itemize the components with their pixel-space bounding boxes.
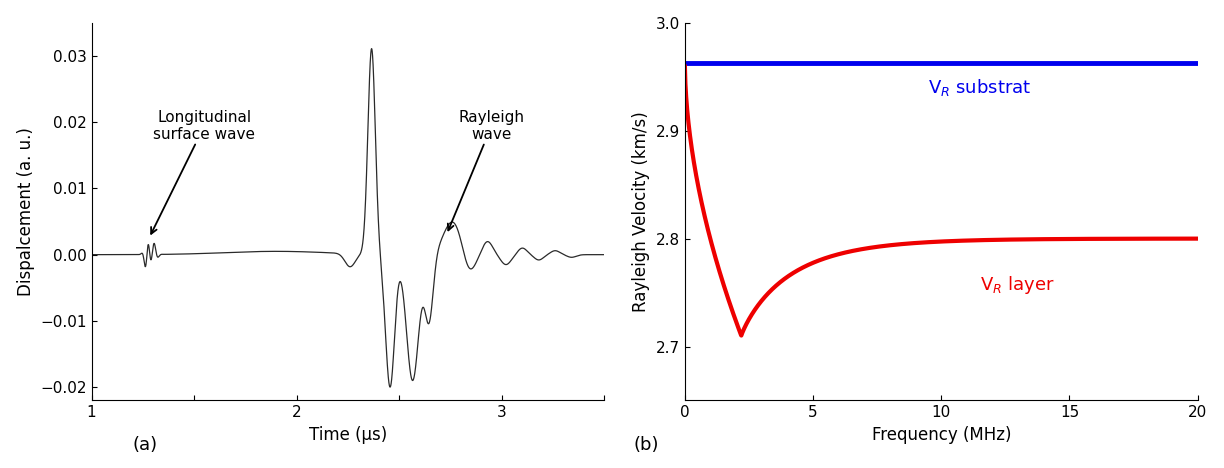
Y-axis label: Dispalcement (a. u.): Dispalcement (a. u.) (17, 127, 34, 296)
Text: V$_R$ substrat: V$_R$ substrat (929, 77, 1032, 98)
X-axis label: Time (μs): Time (μs) (308, 426, 387, 444)
Text: (a): (a) (132, 436, 158, 453)
Text: V$_R$ layer: V$_R$ layer (979, 274, 1054, 296)
Text: Longitudinal
surface wave: Longitudinal surface wave (151, 110, 256, 234)
Text: Rayleigh
wave: Rayleigh wave (448, 110, 525, 230)
Y-axis label: Rayleigh Velocity (km/s): Rayleigh Velocity (km/s) (633, 111, 650, 312)
X-axis label: Frequency (MHz): Frequency (MHz) (871, 426, 1011, 444)
Text: (b): (b) (634, 436, 659, 453)
